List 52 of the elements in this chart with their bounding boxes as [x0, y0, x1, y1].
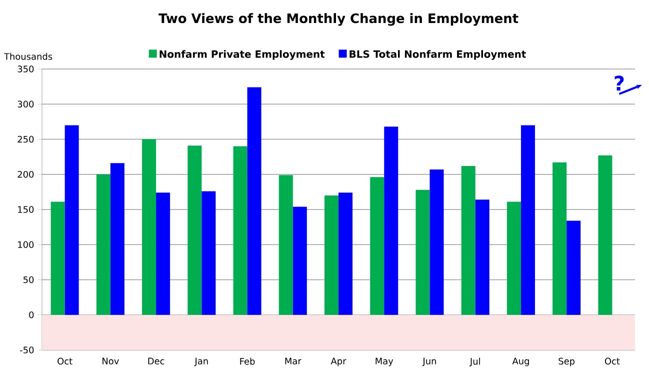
bar — [96, 174, 110, 315]
y-tick-label: 50 — [24, 276, 34, 284]
y-axis-title: Thousands — [4, 52, 52, 60]
bar — [520, 125, 535, 315]
y-tick-label: 250 — [18, 136, 34, 143]
x-tick-label: Apr — [330, 358, 346, 366]
legend-label: Nonfarm Private Employment — [160, 50, 325, 60]
bar — [188, 146, 202, 315]
bar — [247, 87, 262, 315]
bar — [430, 169, 444, 315]
x-tick-label: Oct — [604, 358, 620, 365]
bar — [566, 220, 581, 315]
bar — [416, 190, 430, 315]
bar — [292, 206, 307, 315]
bar — [110, 163, 124, 315]
x-tick-label: Jun — [422, 358, 436, 366]
x-tick-label: May — [376, 358, 394, 366]
legend-label: BLS Total Nonfarm Employment — [350, 50, 526, 60]
bar — [552, 162, 567, 315]
bar — [384, 126, 398, 315]
bar — [598, 155, 612, 315]
bar — [370, 177, 384, 315]
bar — [64, 125, 79, 315]
x-tick-label: Nov — [102, 358, 119, 364]
bar — [338, 192, 353, 315]
bar — [202, 191, 216, 315]
y-tick-label: 300 — [18, 100, 34, 108]
bar — [461, 166, 476, 315]
y-tick-label: -50 — [20, 346, 34, 354]
y-tick-label: 100 — [18, 241, 34, 248]
y-tick-label: 0 — [29, 311, 34, 318]
bar — [233, 146, 248, 315]
bar — [475, 200, 490, 315]
x-tick-label: Jul — [469, 358, 480, 366]
y-tick-label: 200 — [18, 170, 34, 178]
x-tick-label: Dec — [148, 358, 164, 364]
x-tick-label: Aug — [512, 358, 529, 366]
y-tick-label: 150 — [18, 206, 34, 213]
x-tick-label: Feb — [240, 358, 255, 365]
bar — [50, 202, 65, 315]
bar — [324, 195, 339, 315]
bar — [278, 175, 293, 315]
x-tick-label: Mar — [285, 358, 302, 364]
annotation: ? — [614, 76, 624, 90]
bar — [142, 139, 156, 315]
bar — [156, 192, 170, 315]
x-tick-label: Sep — [558, 358, 575, 366]
chart-title: Two Views of the Monthly Change in Employment — [158, 13, 518, 26]
y-tick-label: 350 — [18, 66, 34, 72]
x-tick-label: Jan — [194, 358, 208, 366]
bar — [506, 202, 521, 315]
x-tick-label: Oct — [58, 358, 72, 365]
